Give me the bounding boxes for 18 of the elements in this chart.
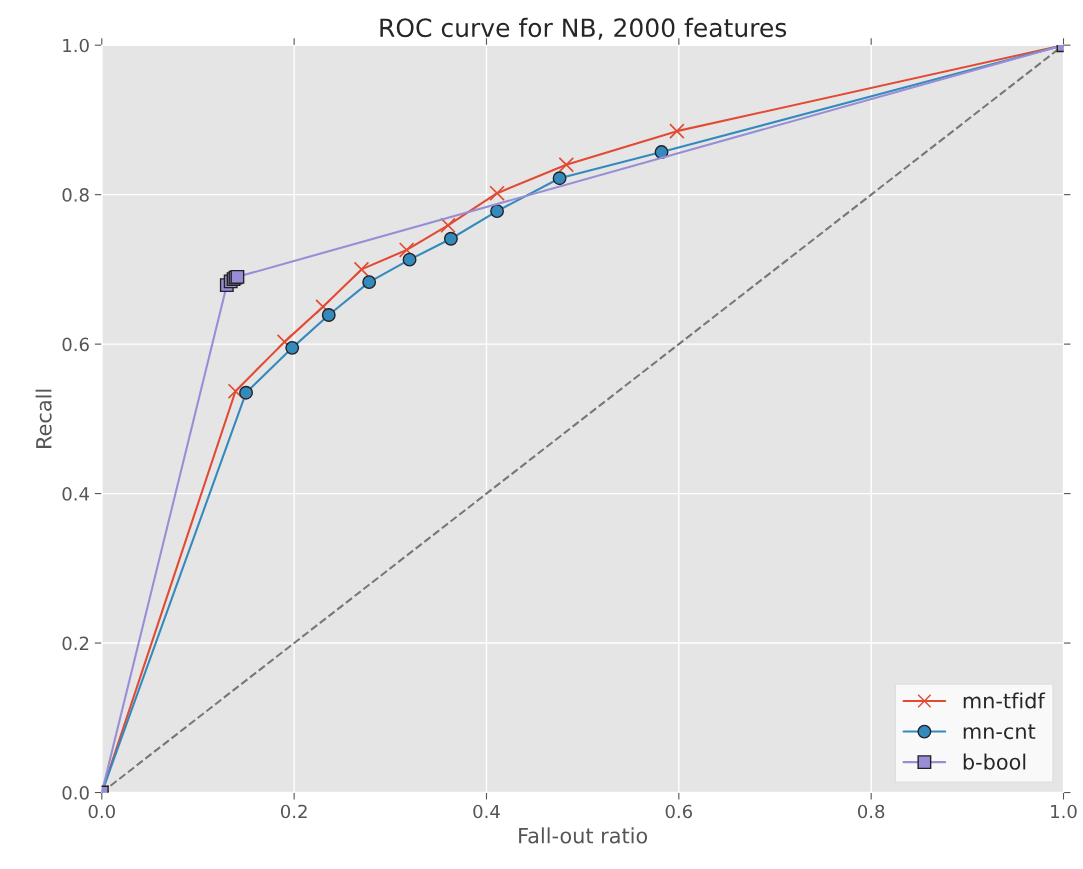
x-tick-label: 0.0 [88, 804, 115, 819]
x-tick-label: 1.0 [1051, 804, 1077, 819]
legend-label: b-bool [963, 753, 1026, 770]
y-tick-label: 1.0 [63, 38, 89, 53]
x-axis-title: Fall-out ratio [519, 827, 648, 844]
y-tick-label: 0.8 [62, 188, 89, 202]
y-tick-label: 0.0 [62, 785, 89, 800]
y-tick-label: 0.4 [62, 487, 89, 501]
chart-title: ROC curve for NB, 2000 features [380, 17, 787, 40]
x-tick-label: 0.8 [858, 804, 885, 819]
legend-label: mn-tfidf [963, 692, 1046, 709]
y-tick-label: 0.2 [62, 636, 89, 651]
y-tick-label: 0.6 [62, 337, 89, 352]
legend-label: mn-cnt [963, 724, 1036, 740]
x-tick-label: 0.4 [473, 804, 500, 819]
y-axis-title: Recall [35, 389, 52, 448]
x-tick-label: 0.6 [665, 804, 693, 819]
x-tick-label: 0.2 [280, 804, 307, 819]
